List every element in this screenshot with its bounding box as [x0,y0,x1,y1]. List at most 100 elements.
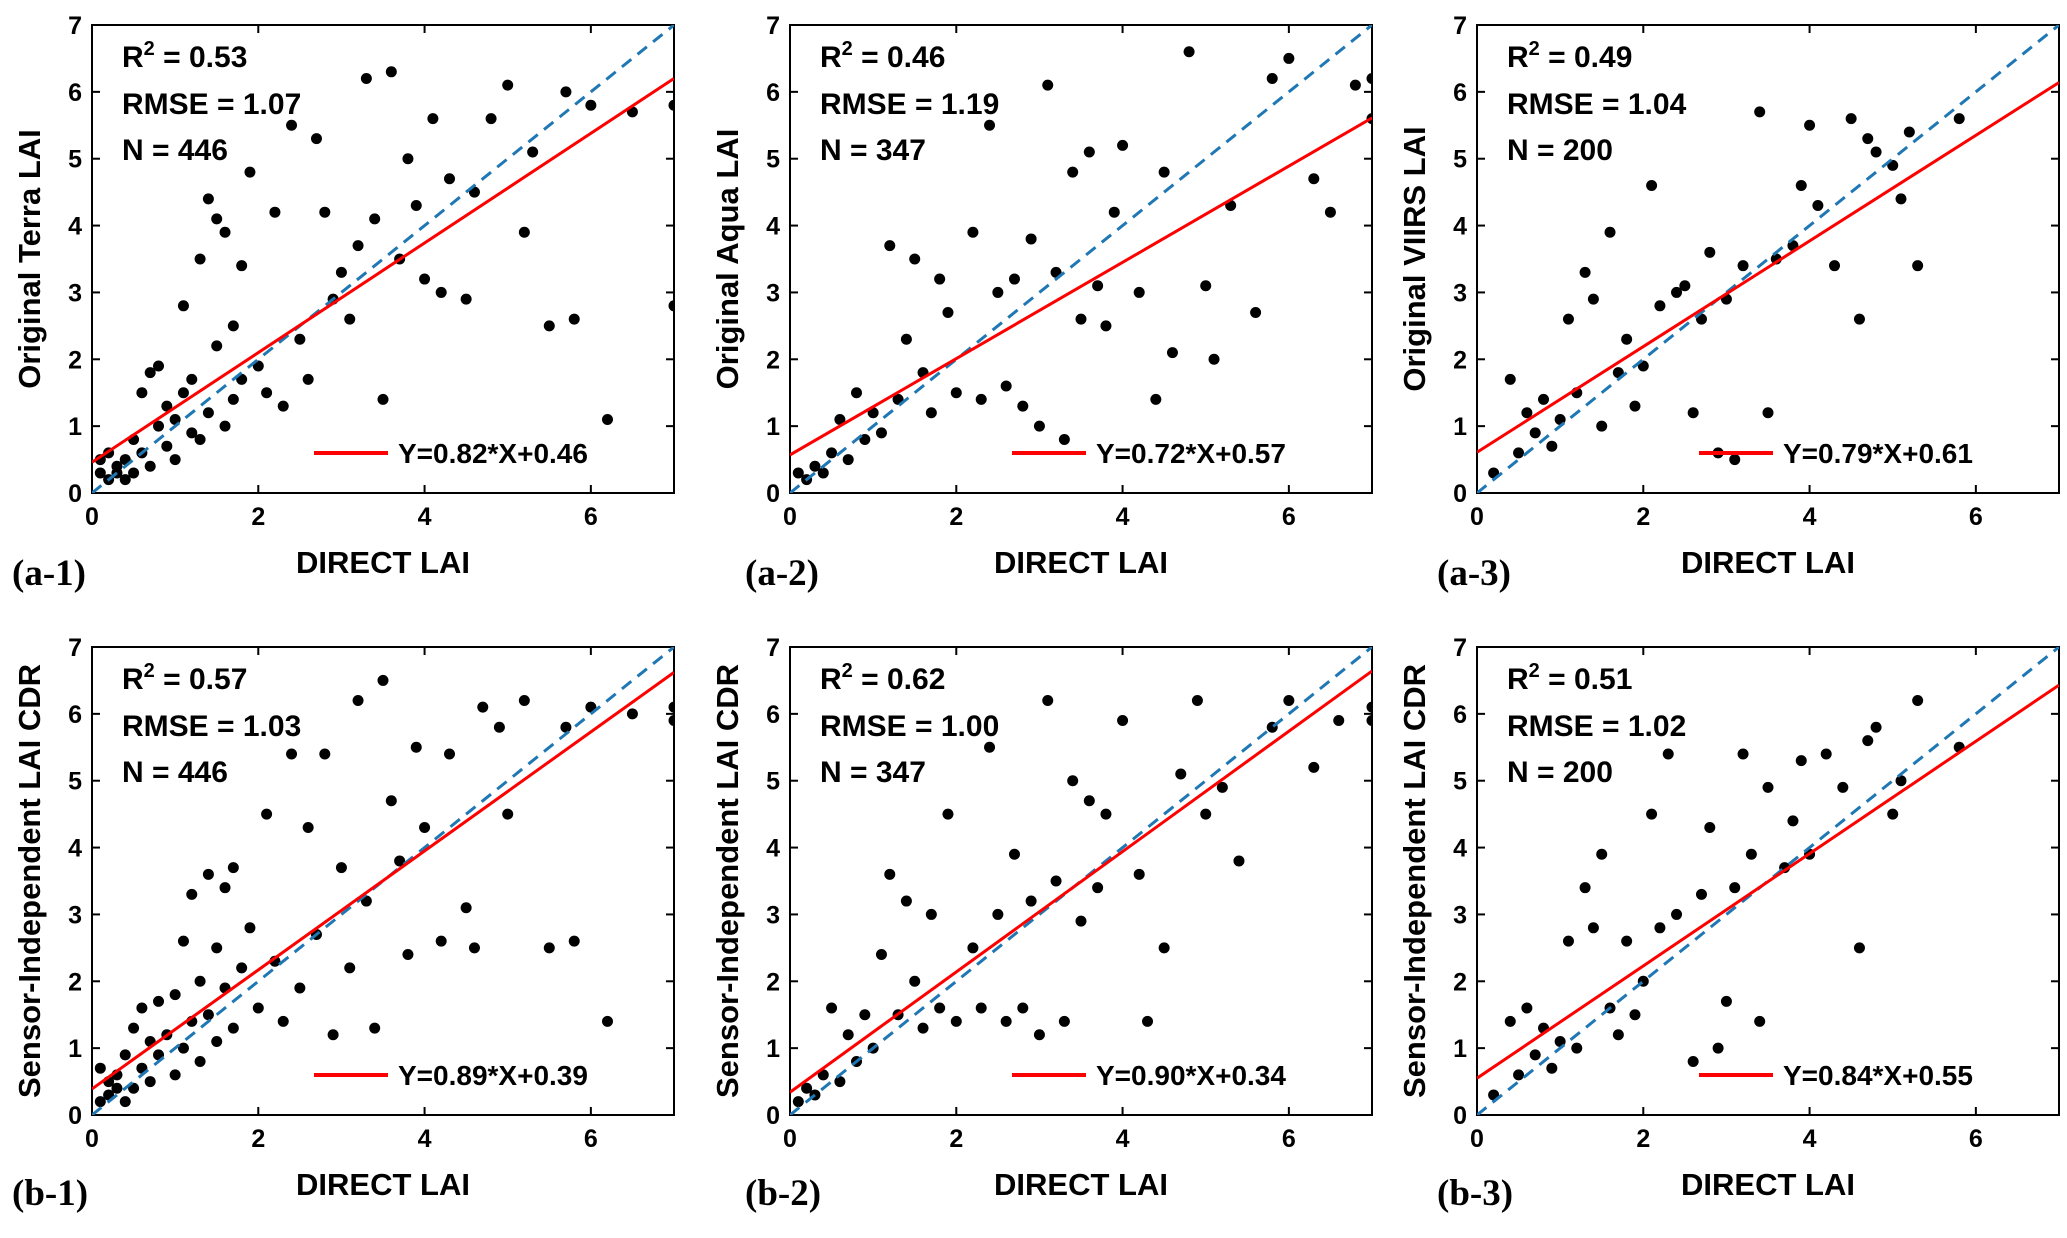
data-point [1579,882,1591,894]
x-tick-label: 4 [418,503,432,531]
data-point [875,949,887,961]
data-point [327,1029,339,1041]
data-point [1083,146,1095,158]
data-point [1820,748,1832,760]
data-point [1100,320,1112,332]
legend-fit-label: Y=0.89*X+0.39 [398,1060,588,1091]
data-point [1895,193,1907,205]
x-axis-label: DIRECT LAI [296,1167,470,1202]
x-axis-label: DIRECT LAI [994,545,1168,580]
data-point [1654,300,1666,312]
data-point [352,694,364,706]
y-tick-label: 1 [1453,413,1467,441]
data-point [1058,434,1070,446]
y-axis-label: Original VIIRS LAI [1397,126,1432,391]
data-point [950,387,962,399]
data-point [1158,942,1170,954]
plot-content [1477,647,2059,1115]
data-point [360,72,372,84]
data-point [377,674,389,686]
data-point [1033,1029,1045,1041]
data-point [1596,420,1608,432]
data-point [261,387,273,399]
data-point [1513,447,1525,459]
data-point [1546,1062,1558,1074]
y-tick-label: 1 [1453,1035,1467,1063]
data-point [211,942,223,954]
y-tick-label: 3 [766,901,780,929]
data-point [1000,1015,1012,1027]
plot-content [790,25,1372,493]
data-point [244,166,256,178]
data-point [94,1096,106,1108]
data-point [1704,246,1716,258]
data-point [286,119,298,131]
data-point [319,206,331,218]
data-point [1133,286,1145,298]
data-point [585,99,597,111]
data-point [153,360,165,372]
r-squared-exponent: 2 [842,38,853,60]
data-point [402,949,414,961]
data-point [518,226,530,238]
y-tick-label: 2 [68,346,82,374]
data-point [177,387,189,399]
x-axis-label: DIRECT LAI [994,1167,1168,1202]
rmse-label: RMSE = 1.03 [122,710,301,743]
x-tick-label: 0 [85,503,99,531]
data-point [194,975,206,987]
data-point [435,286,447,298]
y-axis-label: Sensor-Independent LAI CDR [710,664,745,1098]
data-point [460,902,472,914]
data-point [801,1082,813,1094]
data-point [1208,353,1220,365]
data-point [1687,1056,1699,1068]
data-point [1903,126,1915,138]
r-squared-prefix: R [1507,663,1529,696]
data-point [1562,935,1574,947]
data-point [1083,795,1095,807]
data-point [1033,420,1045,432]
x-tick-label: 2 [1636,503,1650,531]
data-point [834,413,846,425]
data-point [385,66,397,78]
data-point [227,862,239,874]
data-point [186,427,198,439]
y-tick-label: 3 [1453,279,1467,307]
r-squared-label: R2 = 0.49 [1507,38,1632,74]
x-tick-label: 6 [584,1125,598,1153]
y-tick-label: 5 [68,146,82,174]
data-point [1200,280,1212,292]
fit-line [790,669,1372,1094]
x-axis-label: DIRECT LAI [296,545,470,580]
data-point [1504,373,1516,385]
x-tick-label: 0 [1470,1125,1484,1153]
data-point [543,320,555,332]
data-point [1008,273,1020,285]
data-point [1671,908,1683,920]
x-tick-label: 0 [85,1125,99,1153]
y-tick-label: 4 [68,835,82,863]
legend-fit-label: Y=0.79*X+0.61 [1783,438,1973,469]
data-point [626,708,638,720]
data-point [1538,393,1550,405]
data-point [211,340,223,352]
data-point [942,808,954,820]
data-point [934,273,946,285]
r-squared-exponent: 2 [1529,660,1540,682]
data-point [1133,868,1145,880]
data-point [1349,79,1361,91]
data-point [601,1015,613,1027]
data-point [1092,280,1104,292]
data-point [568,935,580,947]
data-point [111,1082,123,1094]
data-point [435,935,447,947]
r-squared-label: R2 = 0.62 [820,660,945,696]
rmse-label: RMSE = 1.19 [820,88,999,121]
data-point [1862,735,1874,747]
data-point [394,855,406,867]
r-squared-value: = 0.62 [853,663,946,696]
data-point [975,1002,987,1014]
data-point [1075,915,1087,927]
